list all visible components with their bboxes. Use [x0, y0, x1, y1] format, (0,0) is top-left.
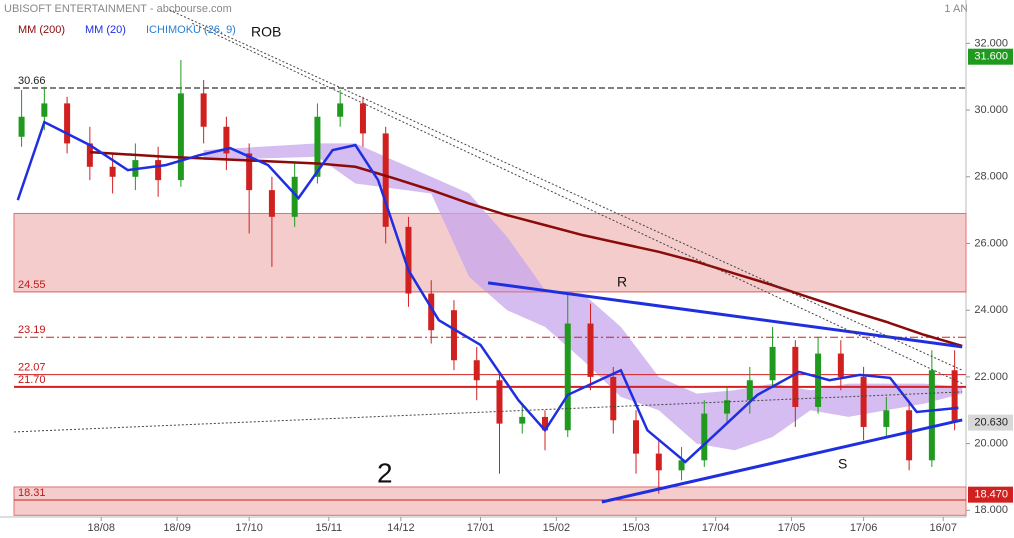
candle-body: [337, 103, 344, 117]
candle-body: [928, 370, 935, 461]
candle-body: [541, 416, 548, 431]
legend-entry: MM (200): [18, 24, 65, 36]
candle-body: [769, 346, 776, 381]
candle-body: [496, 380, 503, 424]
candle-body: [655, 453, 662, 471]
y-tick-label: 28.000: [974, 171, 1008, 183]
candle-body: [246, 153, 253, 191]
level-label: 21.70: [18, 374, 46, 386]
candle-body: [906, 410, 913, 461]
candle-body: [450, 310, 457, 361]
candle-body: [860, 376, 867, 427]
candle-body: [223, 126, 230, 154]
y-tick-label: 32.000: [974, 37, 1008, 49]
level-label: 30.66: [18, 75, 46, 87]
candle-body: [587, 323, 594, 377]
level-label: 22.07: [18, 361, 46, 373]
x-tick-label: 15/11: [315, 522, 342, 534]
zone: [13, 486, 967, 516]
x-tick-label: 16/07: [929, 522, 957, 534]
candle-body: [291, 176, 298, 217]
price-tag-label: 20.630: [974, 417, 1008, 429]
candle-body: [701, 413, 708, 461]
candle-body: [64, 103, 71, 144]
axis-panel: [967, 0, 1014, 517]
x-tick-label: 17/01: [467, 522, 495, 534]
y-tick-label: 30.000: [974, 104, 1008, 116]
moving-average: [89, 150, 963, 348]
annotation: S: [838, 456, 847, 472]
level-label: 18.31: [18, 487, 46, 499]
chart-title: UBISOFT ENTERTAINMENT - abcbourse.com: [4, 3, 232, 15]
candle-body: [837, 353, 844, 377]
candle-body: [155, 160, 162, 181]
x-tick-label: 14/12: [387, 522, 415, 534]
candle-body: [633, 420, 640, 454]
candle-body: [382, 133, 389, 227]
annotation: R: [617, 274, 627, 290]
x-tick-label: 17/06: [850, 522, 878, 534]
candle-body: [792, 346, 799, 407]
y-tick-label: 20.000: [974, 438, 1008, 450]
x-tick-label: 17/10: [235, 522, 263, 534]
price-tag: [968, 48, 1013, 65]
x-tick-label: 18/08: [87, 522, 115, 534]
price-tag: [968, 486, 1013, 503]
candle-body: [405, 226, 412, 294]
candle-body: [177, 93, 184, 181]
x-tick-label: 18/09: [163, 522, 191, 534]
candle-body: [86, 143, 93, 167]
level-label: 24.55: [18, 279, 46, 291]
candle-body: [41, 103, 48, 117]
x-tick-label: 17/04: [702, 522, 730, 534]
x-tick-label: 17/05: [778, 522, 806, 534]
level-label: 23.19: [18, 324, 46, 336]
x-tick-label: 15/03: [622, 522, 650, 534]
annotation: 2: [377, 457, 393, 488]
candle-body: [18, 116, 25, 137]
y-tick-label: 26.000: [974, 237, 1008, 249]
candle-body: [746, 380, 753, 401]
trendline: [601, 418, 963, 504]
candle-body: [473, 360, 480, 381]
annotation: ROB: [251, 24, 281, 40]
price-tag: [968, 414, 1013, 431]
candle-body: [109, 166, 116, 177]
y-tick-label: 22.000: [974, 371, 1008, 383]
legend-entry: ICHIMOKU (26, 9): [146, 24, 236, 36]
candle-body: [268, 190, 275, 217]
candle-body: [519, 416, 526, 424]
y-tick-label: 24.000: [974, 304, 1008, 316]
trendline: [169, 9, 963, 371]
candle-body: [564, 323, 571, 431]
candle-body: [678, 460, 685, 471]
trendline: [192, 22, 963, 385]
x-tick-label: 15/02: [543, 522, 571, 534]
candle-body: [610, 376, 617, 421]
price-tag-label: 31.600: [974, 51, 1008, 63]
candle-body: [359, 103, 366, 134]
price-tag-label: 18.470: [974, 489, 1008, 501]
y-tick-label: 18.000: [974, 504, 1008, 516]
candle-body: [951, 370, 958, 423]
candle-body: [314, 116, 321, 177]
trendline: [487, 281, 963, 349]
candle-body: [724, 400, 731, 414]
moving-average: [16, 120, 959, 464]
candle-body: [200, 93, 207, 127]
candle-body: [883, 410, 890, 427]
candle-body: [428, 293, 435, 331]
candle-body: [815, 353, 822, 407]
legend-entry: MM (20): [85, 24, 126, 36]
